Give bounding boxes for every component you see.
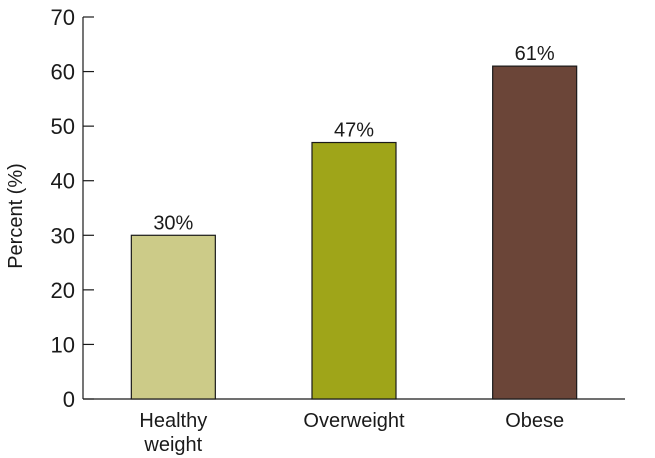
bar <box>492 65 578 400</box>
y-tick-label: 50 <box>51 114 75 139</box>
bar-data-label: 47% <box>334 120 374 142</box>
y-tick-label: 60 <box>51 60 75 85</box>
x-category-label: Overweight <box>303 410 405 432</box>
y-tick-label: 70 <box>51 5 75 30</box>
bars <box>130 65 578 400</box>
bar-data-label: 61% <box>515 43 555 65</box>
y-tick-label: 10 <box>51 332 75 357</box>
x-category-label: Obese <box>505 410 564 432</box>
category-labels: Healthy weight Overweight Obese <box>139 410 564 456</box>
bar <box>130 234 216 400</box>
data-labels: 30% 47% 61% <box>153 43 555 234</box>
y-tick-label: 0 <box>63 387 75 412</box>
y-tick-label: 20 <box>51 278 75 303</box>
bar-data-label: 30% <box>153 212 193 234</box>
y-axis-title: Percent (%) <box>5 163 27 269</box>
y-axis: 0 10 20 30 40 50 60 70 <box>51 5 94 412</box>
y-tick-label: 30 <box>51 223 75 248</box>
x-category-label: Healthy weight <box>139 410 207 456</box>
bar <box>311 141 397 400</box>
y-tick-label: 40 <box>51 169 75 194</box>
